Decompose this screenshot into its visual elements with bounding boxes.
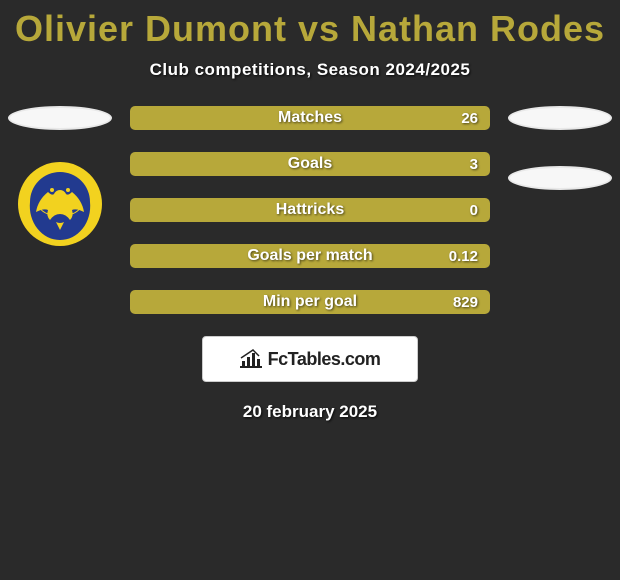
- stat-bar-matches: Matches 26: [130, 106, 490, 130]
- comparison-card: Olivier Dumont vs Nathan Rodes Club comp…: [0, 0, 620, 422]
- stat-label: Goals: [288, 155, 332, 173]
- player2-club-placeholder: [508, 166, 612, 190]
- body-row: ASTV Matches: [0, 106, 620, 314]
- stat-bar-hattricks: Hattricks 0: [130, 198, 490, 222]
- bar-chart-icon: [240, 349, 262, 369]
- stats-bars: Matches 26 Goals 3 Hattricks 0 Goals per…: [112, 106, 508, 314]
- stat-bar-goals-per-match: Goals per match 0.12: [130, 244, 490, 268]
- crest-text: ASTV: [48, 174, 72, 184]
- stat-label: Matches: [278, 109, 342, 127]
- stat-bar-goals: Goals 3: [130, 152, 490, 176]
- player1-photo-placeholder: [8, 106, 112, 130]
- stat-right-value: 829: [453, 294, 478, 311]
- snapshot-date: 20 february 2025: [0, 402, 620, 422]
- right-player-col: [508, 106, 612, 190]
- stat-label: Min per goal: [263, 293, 357, 311]
- stat-bar-min-per-goal: Min per goal 829: [130, 290, 490, 314]
- stat-right-value: 0.12: [449, 248, 478, 265]
- stat-label: Goals per match: [247, 247, 372, 265]
- page-title: Olivier Dumont vs Nathan Rodes: [0, 8, 620, 50]
- player2-photo-placeholder: [508, 106, 612, 130]
- left-player-col: ASTV: [8, 106, 112, 246]
- player1-club-badge: ASTV: [18, 162, 102, 246]
- brand-text: FcTables.com: [268, 349, 381, 370]
- brand-link[interactable]: FcTables.com: [202, 336, 418, 382]
- subtitle: Club competitions, Season 2024/2025: [0, 60, 620, 80]
- stat-label: Hattricks: [276, 201, 344, 219]
- stat-right-value: 26: [461, 110, 478, 127]
- stat-right-value: 0: [470, 202, 478, 219]
- stat-right-value: 3: [470, 156, 478, 173]
- club-crest-icon: ASTV: [18, 162, 102, 246]
